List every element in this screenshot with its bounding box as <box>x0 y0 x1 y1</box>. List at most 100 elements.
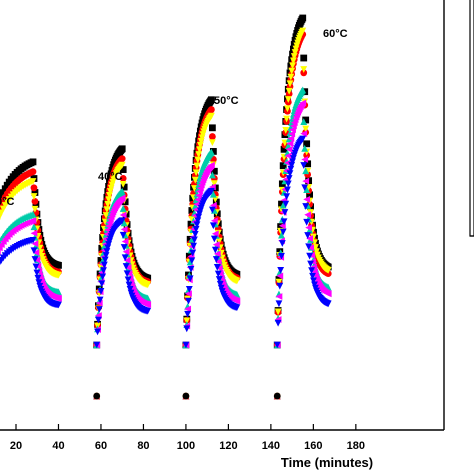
data-point <box>301 184 309 192</box>
data-point <box>285 87 293 95</box>
data-point <box>290 41 298 48</box>
data-point <box>280 218 288 226</box>
data-point <box>324 266 332 274</box>
data-point <box>100 261 108 269</box>
data-point <box>284 142 292 149</box>
data-point <box>285 175 293 182</box>
data-point <box>0 189 7 197</box>
data-point <box>302 116 310 124</box>
data-point <box>55 271 62 279</box>
x-tick-label: 120 <box>219 440 237 452</box>
data-point <box>208 106 215 113</box>
data-point <box>284 159 291 167</box>
data-point <box>304 211 312 219</box>
data-point <box>279 228 287 236</box>
data-point <box>306 226 314 234</box>
data-point <box>214 258 222 265</box>
data-point <box>306 252 314 260</box>
data-point <box>208 161 215 169</box>
data-point <box>284 105 291 113</box>
data-point <box>119 174 127 182</box>
data-point <box>302 125 310 133</box>
data-point <box>278 231 285 239</box>
data-point <box>118 155 126 163</box>
data-point <box>289 62 296 70</box>
data-point <box>197 137 205 145</box>
data-point <box>32 263 40 271</box>
data-point <box>29 236 37 244</box>
data-point <box>118 217 126 225</box>
data-point <box>288 67 296 75</box>
data-point <box>189 249 197 257</box>
data-point <box>303 186 311 193</box>
data-point <box>278 200 285 208</box>
x-tick-label: 100 <box>177 440 195 452</box>
data-point <box>96 296 104 304</box>
data-point <box>208 148 215 156</box>
data-point <box>210 167 218 175</box>
data-point <box>120 219 128 227</box>
data-point <box>193 162 201 170</box>
data-point <box>123 256 131 264</box>
data-point <box>103 206 111 214</box>
data-point <box>188 207 196 214</box>
data-point <box>30 184 38 192</box>
series <box>0 135 332 349</box>
data-point <box>213 250 221 258</box>
data-point <box>288 130 296 138</box>
data-point <box>289 57 297 65</box>
data-point <box>291 49 299 56</box>
data-point <box>33 256 41 264</box>
data-point <box>310 263 317 271</box>
data-point <box>211 246 219 254</box>
annotation-60c: 60°C <box>323 28 348 40</box>
x-tick-label: 20 <box>10 440 22 452</box>
data-point <box>302 167 310 175</box>
data-point <box>30 223 38 231</box>
data-point <box>284 186 291 194</box>
data-point <box>208 133 216 140</box>
x-tick-label: 60 <box>95 440 107 452</box>
data-point <box>302 203 310 210</box>
data-point <box>299 86 307 94</box>
data-point <box>287 165 295 173</box>
data-point <box>302 177 310 185</box>
data-point <box>209 148 217 155</box>
data-point <box>211 196 219 203</box>
data-point <box>195 151 203 158</box>
data-point <box>105 196 113 204</box>
data-point <box>299 99 307 107</box>
data-point <box>279 162 287 170</box>
data-point <box>119 211 127 219</box>
data-point <box>209 190 217 198</box>
data-point <box>216 270 224 277</box>
data-point <box>187 265 195 273</box>
data-point <box>119 166 127 173</box>
data-point <box>31 197 39 205</box>
data-point <box>233 304 241 312</box>
data-point <box>273 392 281 400</box>
data-point <box>193 221 201 229</box>
data-point <box>208 112 215 120</box>
data-point <box>124 276 132 284</box>
data-point <box>282 200 290 208</box>
data-point <box>306 235 314 242</box>
data-point <box>288 161 296 169</box>
data-point <box>190 242 197 250</box>
data-point <box>212 241 220 249</box>
data-point <box>125 281 133 289</box>
annotation-0c: 0°C <box>0 196 15 208</box>
data-point <box>184 310 192 318</box>
data-point <box>182 341 190 349</box>
data-point <box>310 277 317 285</box>
data-point <box>192 225 200 233</box>
data-point <box>215 264 223 272</box>
data-point <box>301 156 309 163</box>
series <box>0 86 332 349</box>
data-point <box>210 180 218 188</box>
data-point <box>275 293 283 300</box>
data-point <box>212 198 220 206</box>
data-point <box>284 96 292 103</box>
x-tick-label: 180 <box>347 440 365 452</box>
data-point <box>118 194 126 202</box>
